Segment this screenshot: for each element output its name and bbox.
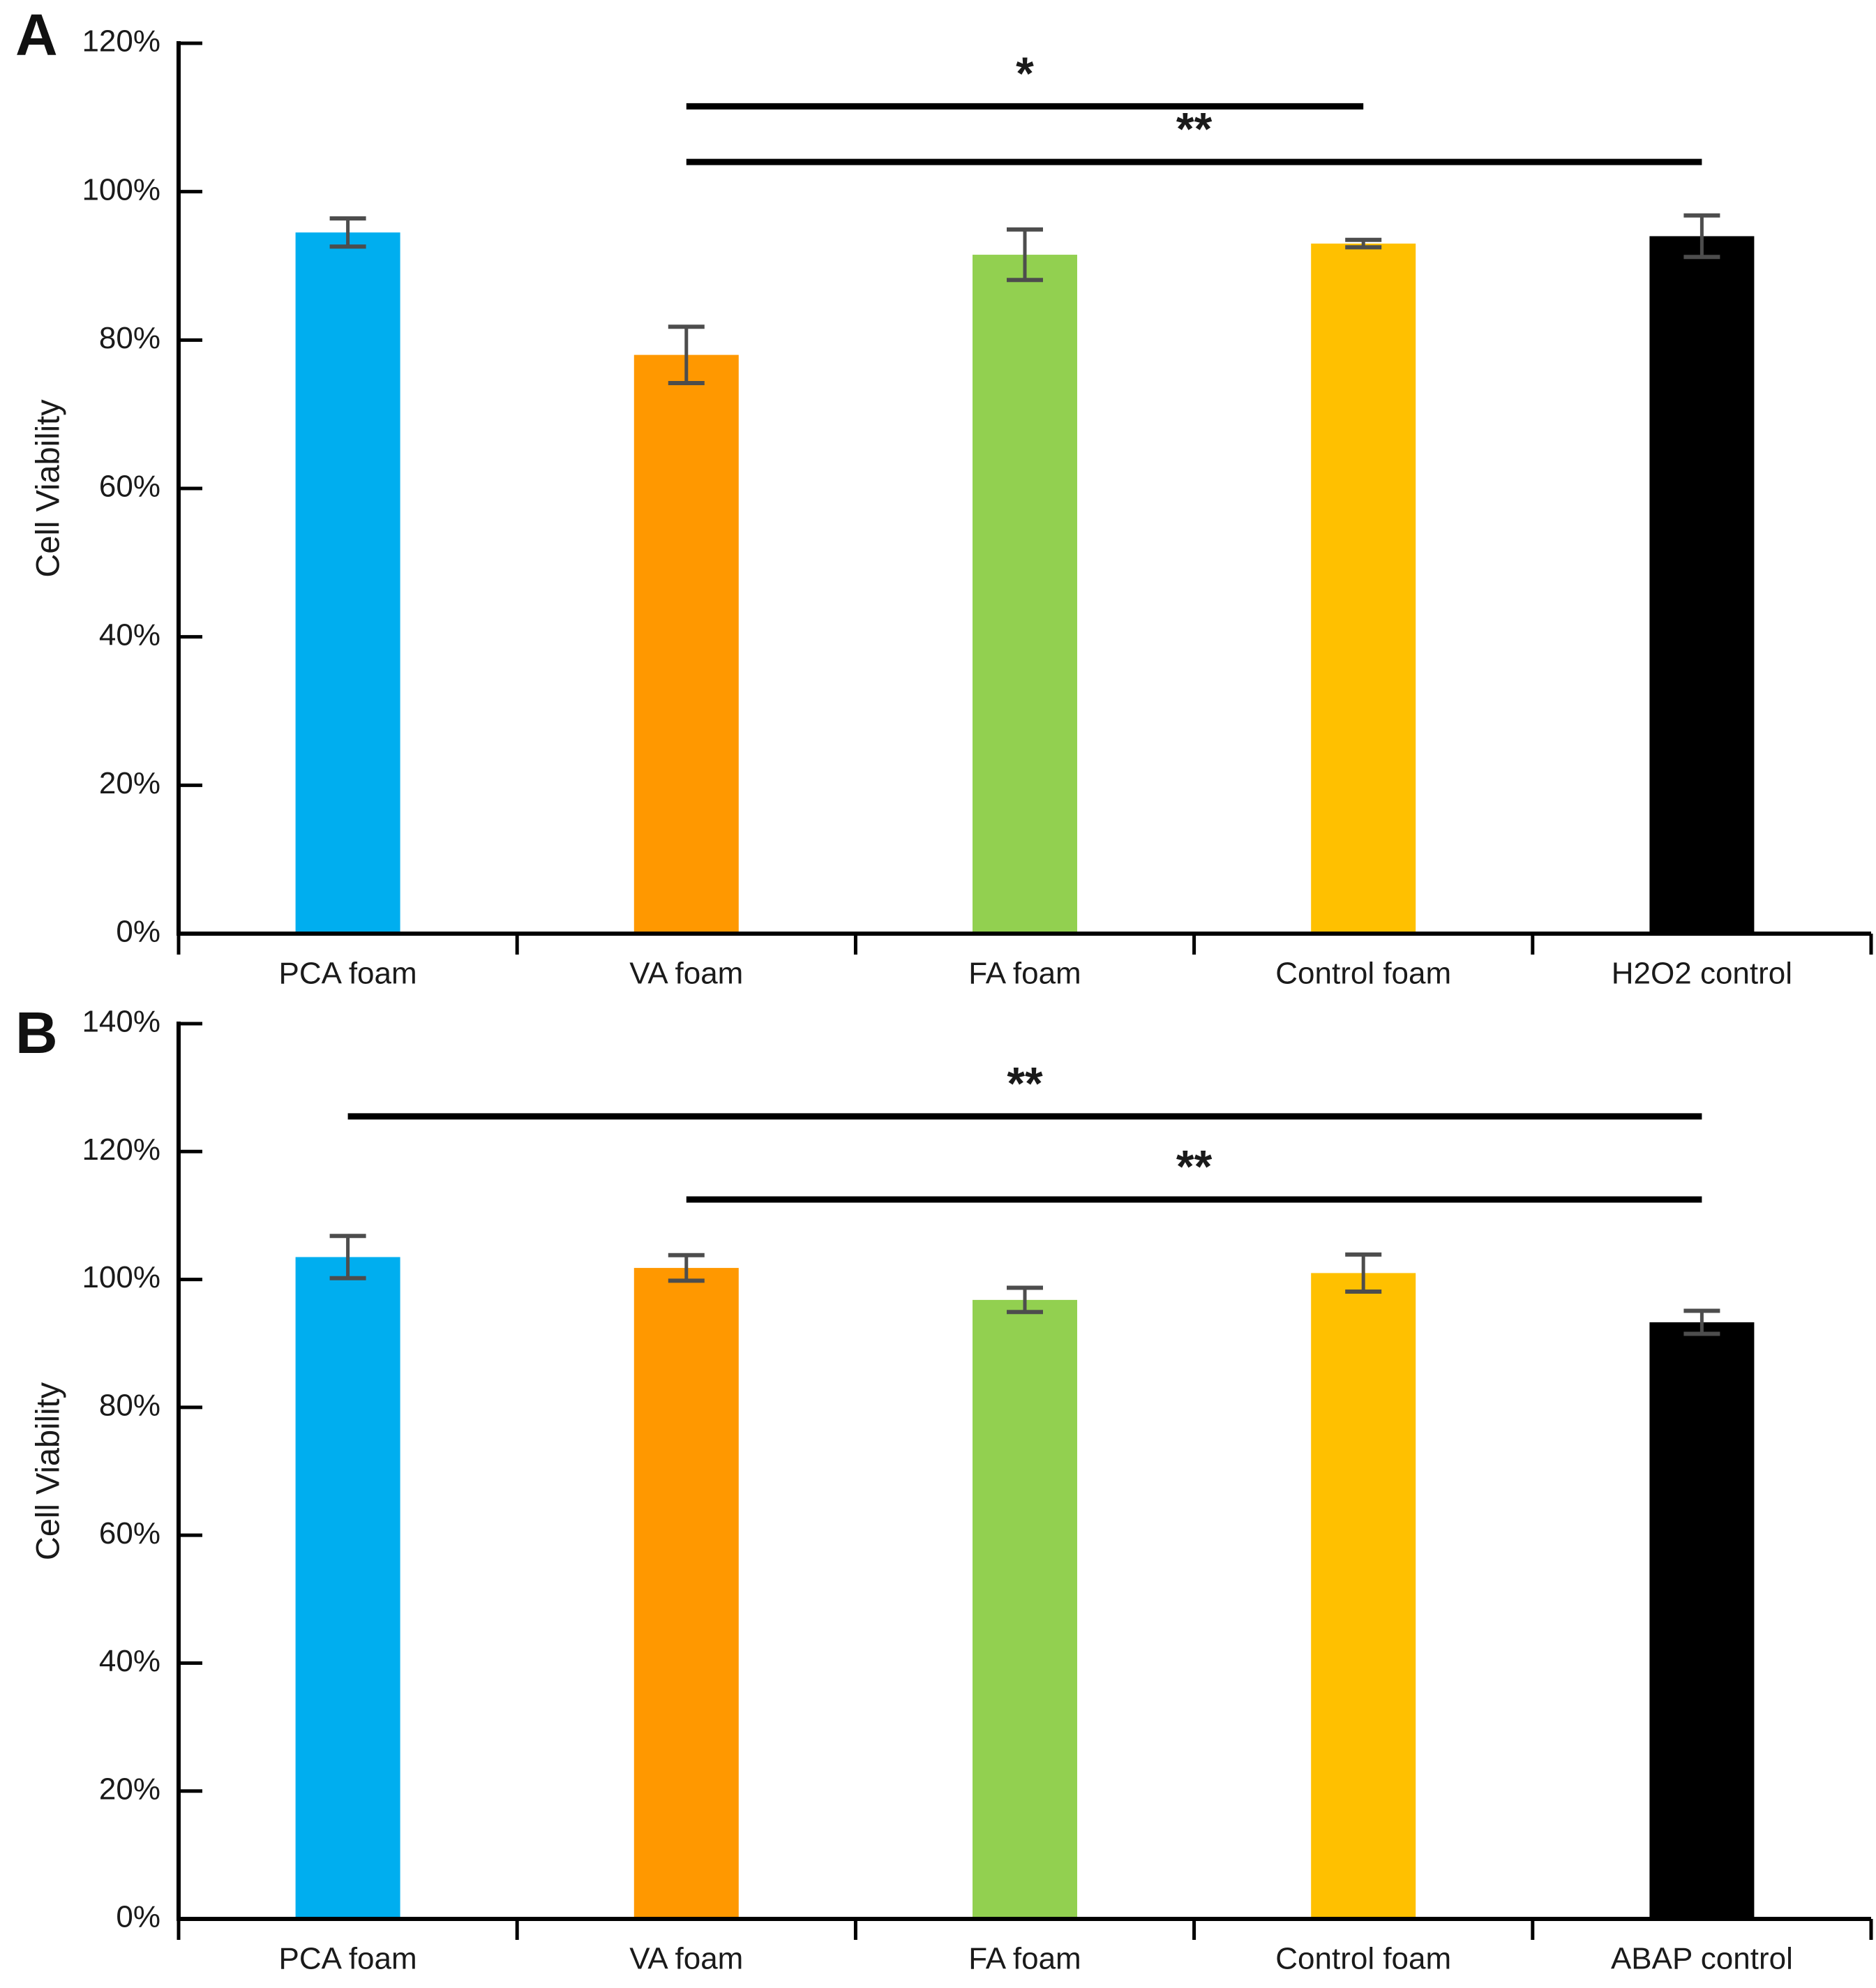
significance-asterisk: ** <box>1007 1057 1043 1109</box>
panel-b-chart: 0% 20% 40% 60% 80% 100% 120% 140% Cell Viability… <box>29 1005 1873 1976</box>
x-category-label-pca-foam: PCA foam <box>279 957 417 991</box>
x-category-label-va-foam: VA foam <box>629 1942 743 1976</box>
y-axis-title: Cell Viability <box>29 399 66 578</box>
bar-pca-foam <box>295 1257 400 1919</box>
bar-pca-foam <box>295 232 400 934</box>
bar-h2o2-control <box>1649 236 1755 934</box>
y-tick-label: 0% <box>116 1900 160 1934</box>
y-tick-label: 100% <box>82 172 160 207</box>
x-category-label-control-foam: Control foam <box>1275 1942 1451 1976</box>
y-tick-label: 120% <box>82 24 160 59</box>
x-category-label-abap-control: ABAP control <box>1611 1942 1793 1976</box>
panel-a-letter: A <box>15 2 58 68</box>
y-tick-label: 80% <box>99 321 160 355</box>
x-category-label-pca-foam: PCA foam <box>279 1942 417 1976</box>
x-category-label-h2o2-control: H2O2 control <box>1612 957 1792 991</box>
panel-b-letter: B <box>15 1000 58 1066</box>
bar-control-foam <box>1311 1273 1416 1919</box>
y-tick-label: 60% <box>99 470 160 504</box>
panel-a-chart: 0% 20% 40% 60% 80% 100% 120% Cell Viability PCA … <box>29 24 1873 991</box>
significance-asterisk: ** <box>1176 103 1213 155</box>
y-axis-title: Cell Viability <box>29 1382 66 1560</box>
y-tick-label: 20% <box>99 766 160 800</box>
y-tick-label: 0% <box>116 915 160 949</box>
significance-asterisk: ** <box>1176 1140 1213 1192</box>
x-category-label-va-foam: VA foam <box>629 957 743 991</box>
y-tick-label: 140% <box>82 1005 160 1039</box>
y-tick-label: 20% <box>99 1772 160 1806</box>
x-category-label-fa-foam: FA foam <box>968 1942 1081 1976</box>
x-category-label-control-foam: Control foam <box>1275 957 1451 991</box>
bar-control-foam <box>1311 244 1416 934</box>
bar-va-foam <box>633 354 739 934</box>
y-tick-label: 80% <box>99 1388 160 1422</box>
y-tick-label: 40% <box>99 1644 160 1678</box>
bar-fa-foam <box>973 255 1077 934</box>
bar-abap-control <box>1649 1322 1755 1919</box>
bar-va-foam <box>633 1268 739 1919</box>
bar-fa-foam <box>973 1299 1077 1919</box>
y-tick-label: 100% <box>82 1260 160 1294</box>
x-category-label-fa-foam: FA foam <box>968 957 1081 991</box>
significance-asterisk: * <box>1016 47 1034 99</box>
y-tick-label: 120% <box>82 1133 160 1167</box>
y-tick-label: 40% <box>99 618 160 652</box>
y-tick-label: 60% <box>99 1516 160 1550</box>
